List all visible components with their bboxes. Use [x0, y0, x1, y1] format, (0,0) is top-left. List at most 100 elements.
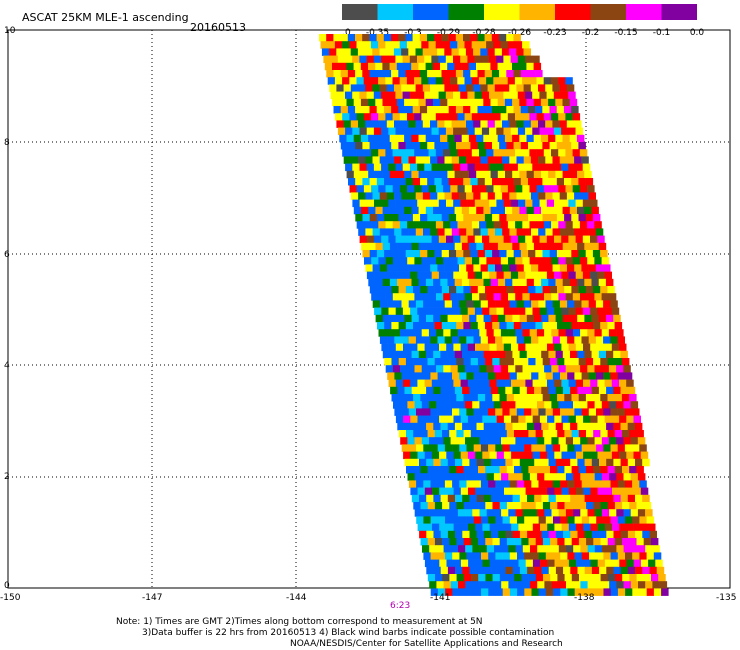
swath-cell [442, 538, 450, 546]
swath-cell [440, 530, 449, 539]
swath-cell [545, 336, 553, 344]
swath-cell [512, 62, 520, 71]
swath-cell [492, 322, 500, 330]
swath-cell [482, 523, 490, 532]
swath-cell [559, 192, 568, 200]
swath-cell [395, 235, 404, 244]
swath-cell [584, 530, 593, 539]
swath-cell [402, 91, 411, 100]
swath-cell [421, 509, 430, 517]
swath-cell [607, 466, 616, 474]
swath-cell [482, 559, 490, 568]
swath-cell [586, 430, 594, 438]
swath-cell [490, 170, 499, 179]
swath-cell [447, 98, 455, 107]
swath-cell [453, 199, 461, 208]
swath-cell [477, 34, 485, 42]
swath-cell [604, 307, 612, 316]
swath-cell [486, 437, 495, 445]
swath-cell [539, 415, 548, 424]
swath-cell [642, 566, 650, 575]
swath-cell [518, 559, 526, 568]
swath-cell [385, 185, 393, 193]
swath-cell [505, 494, 513, 503]
swath-cell [454, 386, 463, 395]
swath-cell [505, 386, 513, 395]
swath-cell [467, 55, 475, 64]
swath-cell [510, 307, 519, 316]
swath-cell [517, 163, 526, 172]
swath-cell [483, 494, 492, 503]
swath-cell [568, 343, 577, 352]
swath-cell [424, 91, 432, 100]
swath-cell [421, 41, 429, 49]
swath-cell [521, 394, 529, 402]
swath-cell [567, 516, 575, 524]
swath-cell [352, 91, 360, 100]
swath-cell [593, 322, 601, 330]
swath-cell [441, 214, 450, 222]
swath-cell [639, 480, 647, 488]
swath-cell [495, 228, 503, 236]
swath-cell [340, 142, 349, 150]
swath-cell [419, 494, 427, 503]
swath-cell [464, 113, 473, 121]
swath-cell [571, 430, 580, 438]
swath-cell [463, 286, 471, 294]
swath-cell [629, 538, 637, 546]
swath-cell [431, 307, 440, 316]
swath-cell [356, 113, 365, 121]
swath-cell [511, 487, 519, 496]
swath-cell [603, 408, 611, 416]
swath-cell [356, 77, 364, 85]
swath-cell [427, 214, 435, 222]
swath-cell [466, 156, 474, 164]
swath-cell [376, 106, 385, 114]
swath-cell [413, 502, 421, 510]
swath-cell [509, 156, 517, 164]
swath-cell [442, 41, 451, 49]
swath-cell [383, 70, 392, 78]
swath-cell [385, 77, 393, 85]
swath-cell [369, 178, 378, 186]
swath-cell [581, 300, 589, 308]
swath-cell [534, 494, 542, 503]
swath-cell [636, 466, 644, 474]
swath-cell [553, 91, 562, 100]
swath-cell [446, 343, 454, 352]
swath-cell [421, 329, 430, 337]
swath-cell [449, 286, 457, 294]
swath-cell [574, 156, 582, 164]
swath-cell [572, 257, 581, 265]
swath-cell [504, 98, 513, 107]
swath-cell [525, 487, 534, 496]
colorbar-label: -0.3 [404, 28, 422, 38]
swath-cell [538, 192, 546, 200]
swath-cell [560, 408, 568, 416]
swath-cell [572, 221, 581, 229]
swath-cell [543, 149, 552, 157]
swath-cell [477, 178, 486, 186]
swath-cell [577, 314, 585, 323]
swath-cell [571, 574, 580, 582]
swath-cell [508, 581, 516, 589]
swath-cell [441, 322, 450, 330]
swath-cell [544, 581, 552, 589]
swath-cell [551, 581, 560, 589]
swath-cell [388, 127, 396, 136]
swath-cell [449, 358, 457, 366]
swath-cell [604, 415, 613, 424]
swath-cell [433, 458, 441, 467]
swath-cell [545, 372, 554, 380]
swath-cell [395, 199, 404, 208]
swath-cell [479, 149, 487, 157]
swath-cell [582, 199, 591, 208]
swath-cell [563, 566, 571, 575]
swath-cell [567, 228, 575, 236]
swath-cell [411, 206, 419, 215]
swath-cell [550, 502, 558, 510]
swath-cell [616, 581, 624, 589]
swath-cell [500, 257, 509, 265]
swath-cell [616, 329, 624, 337]
swath-cell [510, 163, 519, 172]
